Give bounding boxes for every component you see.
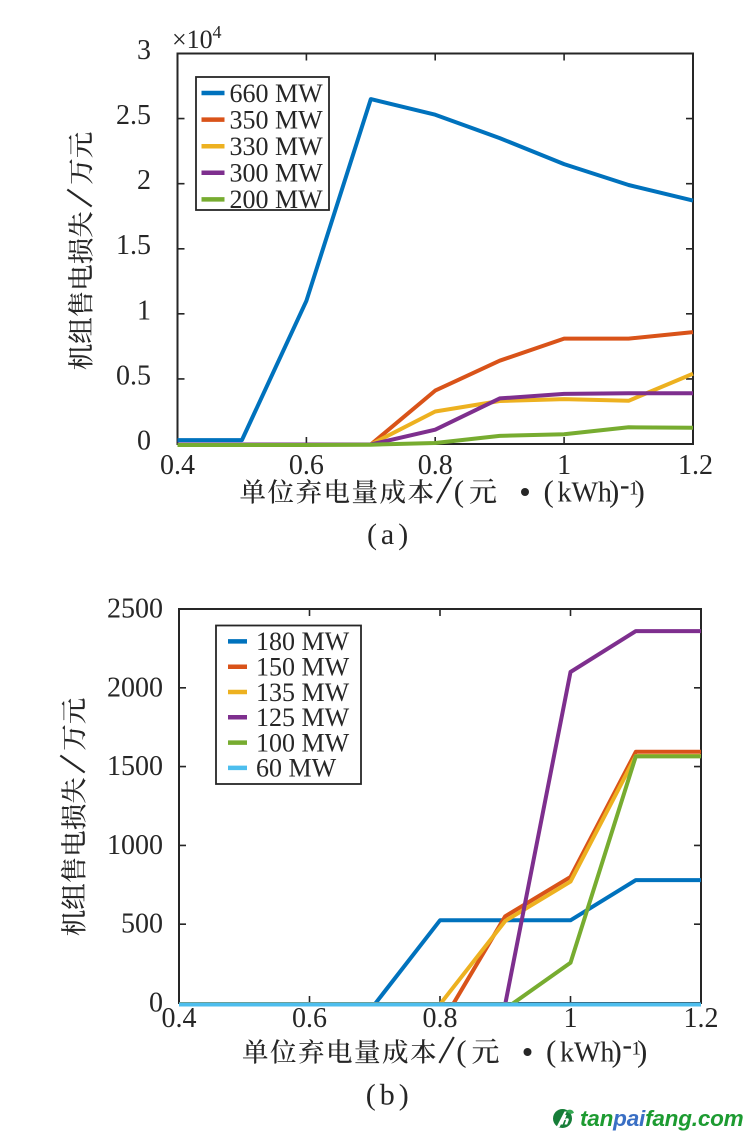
svg-text:(b): (b) <box>366 1079 413 1112</box>
svg-text:0.6: 0.6 <box>292 1003 327 1034</box>
svg-text:60 MW: 60 MW <box>256 754 337 783</box>
svg-text:4: 4 <box>213 22 222 42</box>
svg-text:2000: 2000 <box>107 672 163 703</box>
svg-text:1.2: 1.2 <box>678 450 713 481</box>
svg-text:350 MW: 350 MW <box>230 105 324 134</box>
svg-text:(: ( <box>546 1034 556 1069</box>
svg-text:660 MW: 660 MW <box>230 79 324 108</box>
svg-text:1: 1 <box>632 1039 642 1060</box>
svg-text:180 MW: 180 MW <box>256 627 350 656</box>
svg-text:125 MW: 125 MW <box>256 703 350 732</box>
svg-text:500: 500 <box>121 909 163 940</box>
svg-text:0.5: 0.5 <box>116 360 151 391</box>
svg-text:150 MW: 150 MW <box>256 653 350 682</box>
svg-text:0.6: 0.6 <box>289 450 324 481</box>
svg-text:135 MW: 135 MW <box>256 678 350 707</box>
svg-text:×10: ×10 <box>172 25 213 54</box>
svg-text:0: 0 <box>137 426 151 457</box>
svg-text:): ) <box>635 474 645 509</box>
svg-text:2.5: 2.5 <box>116 100 151 131</box>
svg-text:1500: 1500 <box>107 751 163 782</box>
svg-text:(a): (a) <box>367 518 412 551</box>
svg-text:(: ( <box>454 474 464 509</box>
svg-text:1: 1 <box>557 450 571 481</box>
svg-text:(: ( <box>544 474 554 509</box>
svg-text:0.8: 0.8 <box>423 1003 458 1034</box>
svg-text:0.4: 0.4 <box>162 1003 197 1034</box>
svg-text:100 MW: 100 MW <box>256 728 350 757</box>
svg-text:1000: 1000 <box>107 830 163 861</box>
svg-text:1: 1 <box>629 479 639 500</box>
svg-text:2500: 2500 <box>107 594 163 625</box>
svg-text:200 MW: 200 MW <box>230 185 324 214</box>
svg-text:): ) <box>637 1034 647 1069</box>
svg-text:0: 0 <box>149 988 163 1019</box>
svg-text:1.5: 1.5 <box>116 230 151 261</box>
svg-text:1: 1 <box>564 1003 578 1034</box>
svg-text:0.8: 0.8 <box>418 450 453 481</box>
svg-text:(: ( <box>456 1034 466 1069</box>
svg-text:): ) <box>612 1034 622 1069</box>
svg-text:): ) <box>609 474 619 509</box>
svg-text:300 MW: 300 MW <box>230 159 324 188</box>
svg-text:0.4: 0.4 <box>160 450 195 481</box>
svg-text:tanpaifang.com: tanpaifang.com <box>580 1106 744 1131</box>
svg-text:330 MW: 330 MW <box>230 132 324 161</box>
svg-text:kWh: kWh <box>558 478 612 509</box>
svg-text:kWh: kWh <box>560 1038 614 1069</box>
svg-text:1: 1 <box>137 295 151 326</box>
svg-text:3: 3 <box>137 35 151 66</box>
svg-text:2: 2 <box>137 165 151 196</box>
svg-text:1.2: 1.2 <box>684 1003 719 1034</box>
